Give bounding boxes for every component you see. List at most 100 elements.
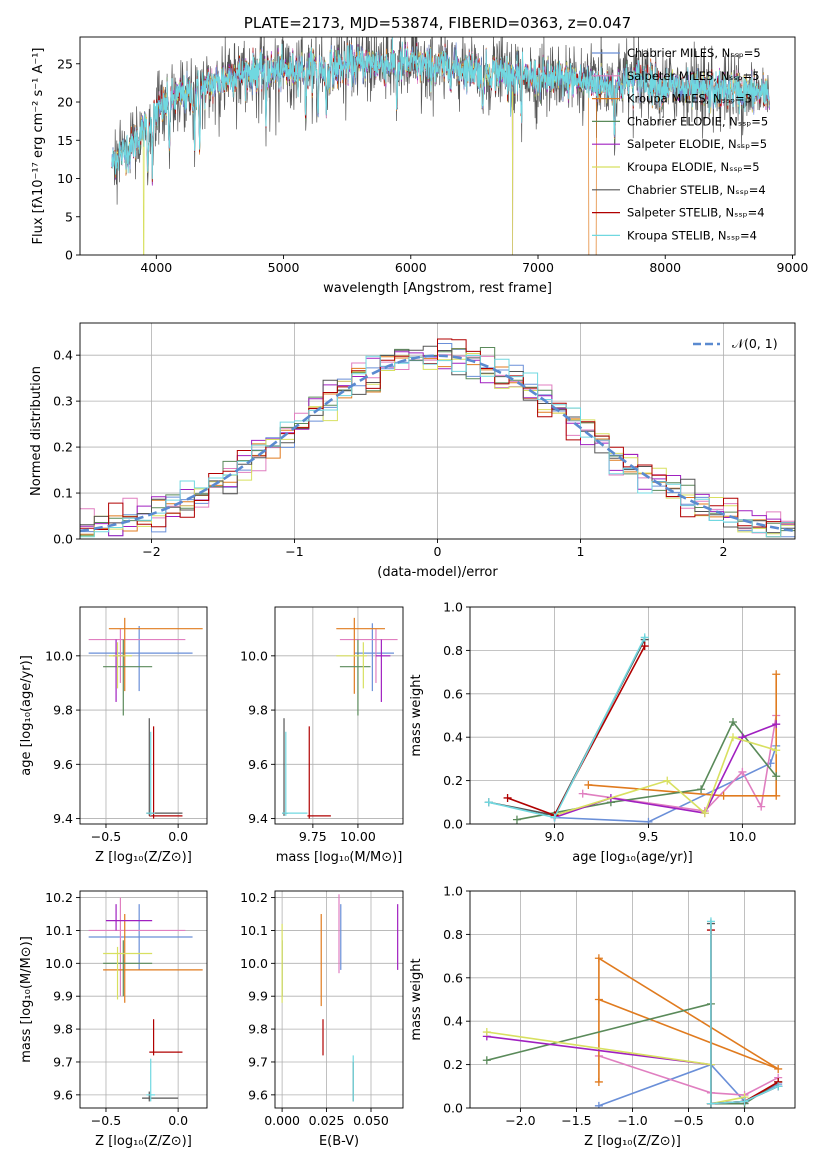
y-tick-label: 20 [57, 95, 73, 110]
errorbar-salpeter-stelib [149, 1019, 183, 1056]
weight-marker [640, 633, 649, 642]
x-tick-label: 0.000 [264, 1113, 300, 1128]
y-tick-label: 10.0 [240, 648, 268, 663]
panel-age_vs_Z: −0.5 0.0 9.4 9.6 9.8 10.0 Z [log₁₀(Z/Z⊙)] age [… [19, 606, 208, 865]
errorbar-kroupa-stelib [282, 731, 308, 816]
weight-marker [700, 809, 709, 818]
errorbar-salpeter-elodie [105, 904, 153, 931]
y-axis-label: mass weight [409, 674, 424, 756]
plot-area-age_vs_Z [88, 617, 203, 819]
weight-marker [772, 791, 781, 800]
y-tick-label: 0.8 [443, 927, 463, 942]
y-tick-label: 10.2 [240, 890, 268, 905]
panel-mass_vs_Z: −0.5 0.0 9.6 9.7 9.8 9.9 10.0 10.1 10.2 Z [log₁₀(… [19, 890, 208, 1149]
weight-series-kroupa-stelib [484, 633, 649, 822]
x-axis-label: (data-model)/error [377, 565, 498, 580]
weight-line [488, 639, 646, 817]
y-tick-label: 9.6 [248, 1087, 268, 1102]
y-tick-label: 1.0 [443, 600, 463, 615]
y-tick-label: 10.1 [240, 923, 268, 938]
y-tick-label: 10.1 [45, 923, 73, 938]
y-tick-label: 9.8 [248, 703, 268, 718]
weight-series-chabrier-elodie [512, 718, 781, 824]
y-tick-label: 9.4 [53, 811, 73, 826]
y-tick-label: 9.9 [248, 989, 268, 1004]
errorbar-kroupa-elodie [336, 642, 367, 689]
y-tick-label: 5 [65, 209, 73, 224]
errorbar-chabrier-stelib [146, 718, 183, 816]
weight-marker [644, 817, 653, 824]
weight-marker [719, 791, 728, 800]
panel-weight_vs_age: 9.0 9.5 10.0 0.0 0.2 0.4 0.6 0.8 1.0 age [log₁₀(a… [409, 600, 796, 865]
y-tick-label: 0.0 [53, 532, 73, 547]
weight-series-kroupa-miles [594, 954, 783, 1086]
weight-line [516, 720, 777, 821]
y-tick-label: 9.8 [248, 1022, 268, 1037]
y-tick-label: 15 [57, 133, 73, 148]
weight-marker [772, 746, 781, 755]
weight-marker [584, 780, 593, 789]
x-tick-label: 8000 [649, 260, 681, 275]
weight-marker [706, 917, 715, 926]
x-tick-label: 7000 [522, 260, 554, 275]
errorbar-chabrier-miles [88, 904, 193, 970]
weight-marker [594, 995, 603, 1004]
legend-label: Kroupa STELIB, Nₛₛₚ=4 [627, 228, 757, 242]
axes-frame [79, 36, 796, 256]
errorbar-salpeter-stelib [307, 726, 331, 819]
errorbar-chabrier-miles [354, 623, 394, 692]
x-tick-label: −1.5 [561, 1113, 591, 1128]
y-tick-label: 0.3 [53, 394, 73, 409]
weight-marker [772, 720, 781, 729]
legend-label: Chabrier MILES, Nₛₛₚ=5 [627, 46, 761, 60]
legend-label: Kroupa MILES, Nₛₛₚ=3 [627, 92, 752, 106]
weight-line [598, 956, 779, 1082]
legend-label: Salpeter STELIB, Nₛₛₚ=4 [627, 206, 765, 220]
y-tick-label: 25 [57, 56, 73, 71]
weight-marker [484, 798, 493, 807]
x-tick-label: 9000 [777, 260, 809, 275]
weight-marker [663, 776, 672, 785]
weight-marker [729, 733, 738, 742]
x-tick-label: 10.00 [340, 829, 376, 844]
panel-weight_vs_Z: −2.0 −1.5 −1.0 −0.5 0.0 0.0 0.2 0.4 0.6 0.8 1.0 Z [… [409, 884, 796, 1149]
y-tick-label: 0.4 [443, 730, 463, 745]
y-axis-label: age [log₁₀(age/yr)] [19, 655, 34, 776]
x-tick-label: 0 [434, 544, 442, 559]
weight-line [582, 715, 777, 812]
weight-marker [512, 815, 521, 824]
y-tick-label: 9.4 [248, 811, 268, 826]
x-tick-label: 4000 [140, 260, 172, 275]
spectrum-line-kroupa-stelib [111, 37, 770, 180]
weight-marker [550, 813, 559, 822]
errorbar-chabrier-elodie [103, 639, 153, 716]
x-tick-label: −2.0 [505, 1113, 535, 1128]
panel-age_vs_mass: 9.75 10.00 9.4 9.6 9.8 10.0 mass [log₁₀(M/M⊙)] [240, 606, 404, 865]
y-tick-label: 10 [57, 171, 73, 186]
weight-marker [740, 1097, 749, 1106]
errorbar-kroupa-elodie [103, 946, 153, 1000]
weight-marker [594, 1101, 603, 1108]
weight-marker [594, 954, 603, 963]
weight-line [554, 745, 777, 823]
errorbar-chabrier-elodie [339, 639, 371, 716]
plot-area-spectrum [111, 37, 770, 255]
errorbar-chabrier-elodie [103, 940, 153, 997]
weight-line [486, 1031, 745, 1105]
y-tick-label: 10.0 [240, 956, 268, 971]
y-tick-label: 0.8 [443, 643, 463, 658]
legend-label: Chabrier ELODIE, Nₛₛₚ=5 [627, 114, 768, 128]
axes-frame [79, 606, 208, 825]
weight-marker [772, 670, 781, 679]
errorbar-salpeter-elodie [113, 639, 124, 702]
x-tick-label: 9.75 [299, 829, 327, 844]
plot-area-residual_hist [80, 338, 795, 538]
x-tick-label: −2 [142, 544, 160, 559]
x-tick-label: −0.5 [673, 1113, 703, 1128]
axes-frame [274, 890, 404, 1109]
x-tick-label: 9.0 [545, 829, 565, 844]
y-axis-label: mass [log₁₀(M/M⊙)] [19, 936, 34, 1063]
x-tick-label: 9.5 [639, 829, 659, 844]
errorbar-salpeter-elodie [375, 639, 391, 702]
legend-label: Chabrier STELIB, Nₛₛₚ=4 [627, 183, 766, 197]
